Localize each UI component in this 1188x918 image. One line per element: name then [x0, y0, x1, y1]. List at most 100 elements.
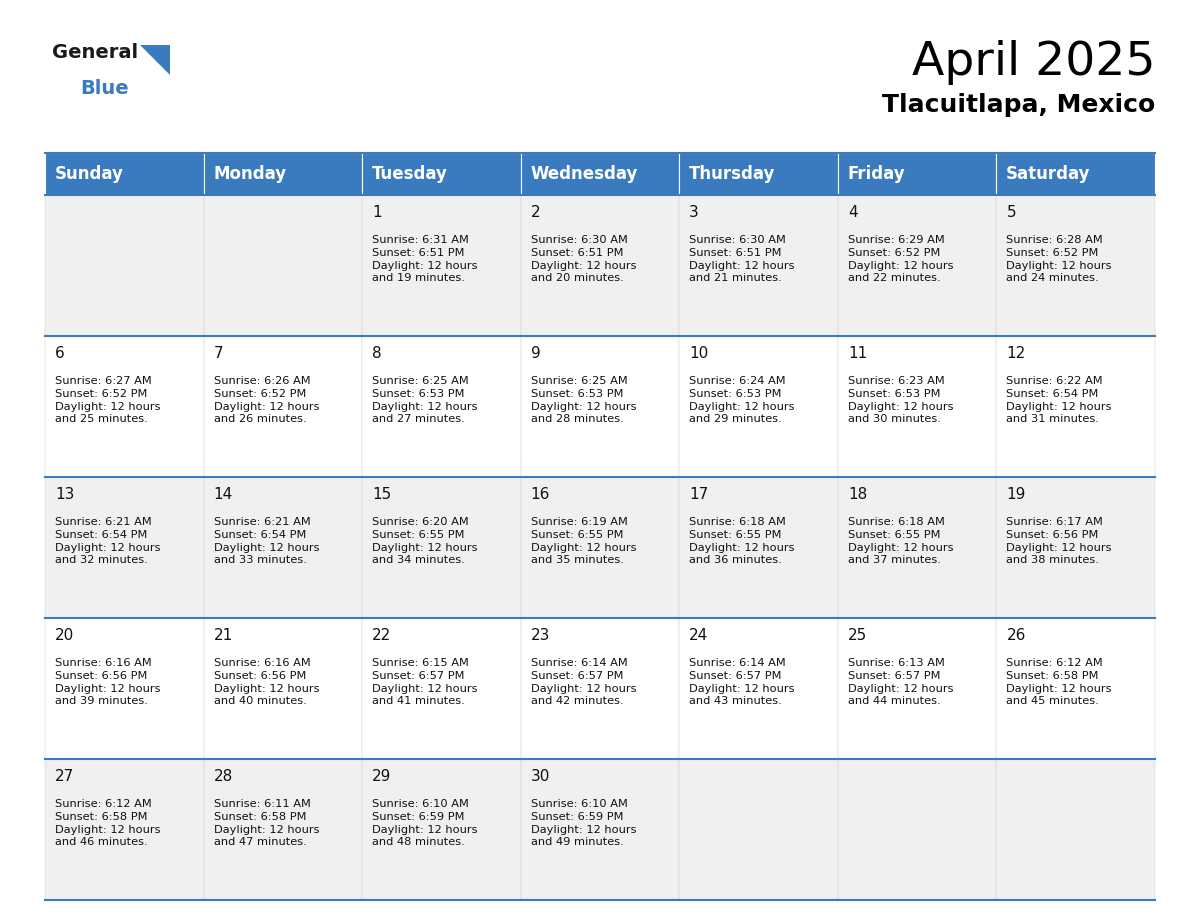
Text: Sunrise: 6:14 AM
Sunset: 6:57 PM
Daylight: 12 hours
and 43 minutes.: Sunrise: 6:14 AM Sunset: 6:57 PM Dayligh… — [689, 658, 795, 706]
Text: 8: 8 — [372, 346, 381, 361]
Bar — [680, 477, 838, 618]
Bar — [203, 195, 362, 336]
Text: 29: 29 — [372, 769, 392, 784]
Text: Sunrise: 6:14 AM
Sunset: 6:57 PM
Daylight: 12 hours
and 42 minutes.: Sunrise: 6:14 AM Sunset: 6:57 PM Dayligh… — [531, 658, 637, 706]
Text: 27: 27 — [55, 769, 74, 784]
Text: Sunrise: 6:23 AM
Sunset: 6:53 PM
Daylight: 12 hours
and 30 minutes.: Sunrise: 6:23 AM Sunset: 6:53 PM Dayligh… — [848, 376, 953, 424]
Bar — [362, 195, 520, 336]
Text: 25: 25 — [848, 628, 867, 643]
Text: 26: 26 — [1006, 628, 1025, 643]
Bar — [362, 153, 520, 195]
Text: Sunrise: 6:16 AM
Sunset: 6:56 PM
Daylight: 12 hours
and 40 minutes.: Sunrise: 6:16 AM Sunset: 6:56 PM Dayligh… — [214, 658, 320, 706]
Text: 23: 23 — [531, 628, 550, 643]
Text: 18: 18 — [848, 487, 867, 502]
Text: Sunrise: 6:31 AM
Sunset: 6:51 PM
Daylight: 12 hours
and 19 minutes.: Sunrise: 6:31 AM Sunset: 6:51 PM Dayligh… — [372, 235, 478, 284]
Text: Sunrise: 6:12 AM
Sunset: 6:58 PM
Daylight: 12 hours
and 45 minutes.: Sunrise: 6:12 AM Sunset: 6:58 PM Dayligh… — [1006, 658, 1112, 706]
Text: Friday: Friday — [847, 165, 905, 183]
Text: 20: 20 — [55, 628, 74, 643]
Text: Tuesday: Tuesday — [372, 165, 448, 183]
Bar — [520, 759, 680, 900]
Bar — [838, 195, 997, 336]
Text: Sunrise: 6:30 AM
Sunset: 6:51 PM
Daylight: 12 hours
and 20 minutes.: Sunrise: 6:30 AM Sunset: 6:51 PM Dayligh… — [531, 235, 637, 284]
Bar — [45, 195, 203, 336]
Bar — [362, 759, 520, 900]
Bar — [997, 153, 1155, 195]
Text: Sunrise: 6:21 AM
Sunset: 6:54 PM
Daylight: 12 hours
and 32 minutes.: Sunrise: 6:21 AM Sunset: 6:54 PM Dayligh… — [55, 517, 160, 565]
Bar — [45, 618, 203, 759]
Bar — [520, 153, 680, 195]
Text: Sunday: Sunday — [55, 165, 124, 183]
Text: 15: 15 — [372, 487, 391, 502]
Bar — [838, 153, 997, 195]
Bar — [997, 618, 1155, 759]
Text: Sunrise: 6:12 AM
Sunset: 6:58 PM
Daylight: 12 hours
and 46 minutes.: Sunrise: 6:12 AM Sunset: 6:58 PM Dayligh… — [55, 799, 160, 847]
Text: 1: 1 — [372, 205, 381, 220]
Bar — [45, 336, 203, 477]
Text: Monday: Monday — [213, 165, 286, 183]
Text: Sunrise: 6:15 AM
Sunset: 6:57 PM
Daylight: 12 hours
and 41 minutes.: Sunrise: 6:15 AM Sunset: 6:57 PM Dayligh… — [372, 658, 478, 706]
Bar — [997, 759, 1155, 900]
Text: April 2025: April 2025 — [911, 40, 1155, 85]
Bar — [362, 477, 520, 618]
Text: 5: 5 — [1006, 205, 1016, 220]
Text: 10: 10 — [689, 346, 708, 361]
Text: 2: 2 — [531, 205, 541, 220]
Text: Tlacuitlapa, Mexico: Tlacuitlapa, Mexico — [881, 93, 1155, 117]
Bar — [203, 336, 362, 477]
Bar — [838, 336, 997, 477]
Bar — [203, 759, 362, 900]
Bar — [45, 153, 203, 195]
Text: 17: 17 — [689, 487, 708, 502]
Bar — [838, 759, 997, 900]
Bar — [680, 336, 838, 477]
Bar — [203, 618, 362, 759]
Text: Sunrise: 6:11 AM
Sunset: 6:58 PM
Daylight: 12 hours
and 47 minutes.: Sunrise: 6:11 AM Sunset: 6:58 PM Dayligh… — [214, 799, 320, 847]
Bar — [997, 336, 1155, 477]
Bar — [203, 477, 362, 618]
Text: Sunrise: 6:10 AM
Sunset: 6:59 PM
Daylight: 12 hours
and 49 minutes.: Sunrise: 6:10 AM Sunset: 6:59 PM Dayligh… — [531, 799, 637, 847]
Bar — [45, 759, 203, 900]
Text: Sunrise: 6:28 AM
Sunset: 6:52 PM
Daylight: 12 hours
and 24 minutes.: Sunrise: 6:28 AM Sunset: 6:52 PM Dayligh… — [1006, 235, 1112, 284]
Text: Sunrise: 6:25 AM
Sunset: 6:53 PM
Daylight: 12 hours
and 28 minutes.: Sunrise: 6:25 AM Sunset: 6:53 PM Dayligh… — [531, 376, 637, 424]
Text: 21: 21 — [214, 628, 233, 643]
Text: Sunrise: 6:18 AM
Sunset: 6:55 PM
Daylight: 12 hours
and 36 minutes.: Sunrise: 6:18 AM Sunset: 6:55 PM Dayligh… — [689, 517, 795, 565]
Text: Sunrise: 6:30 AM
Sunset: 6:51 PM
Daylight: 12 hours
and 21 minutes.: Sunrise: 6:30 AM Sunset: 6:51 PM Dayligh… — [689, 235, 795, 284]
Polygon shape — [140, 45, 170, 75]
Text: 12: 12 — [1006, 346, 1025, 361]
Text: Wednesday: Wednesday — [530, 165, 638, 183]
Text: General: General — [52, 43, 138, 62]
Bar — [997, 195, 1155, 336]
Text: Sunrise: 6:17 AM
Sunset: 6:56 PM
Daylight: 12 hours
and 38 minutes.: Sunrise: 6:17 AM Sunset: 6:56 PM Dayligh… — [1006, 517, 1112, 565]
Text: Sunrise: 6:29 AM
Sunset: 6:52 PM
Daylight: 12 hours
and 22 minutes.: Sunrise: 6:29 AM Sunset: 6:52 PM Dayligh… — [848, 235, 953, 284]
Text: 19: 19 — [1006, 487, 1025, 502]
Text: 4: 4 — [848, 205, 858, 220]
Text: Sunrise: 6:27 AM
Sunset: 6:52 PM
Daylight: 12 hours
and 25 minutes.: Sunrise: 6:27 AM Sunset: 6:52 PM Dayligh… — [55, 376, 160, 424]
Text: 16: 16 — [531, 487, 550, 502]
Text: 9: 9 — [531, 346, 541, 361]
Bar — [520, 336, 680, 477]
Text: Sunrise: 6:25 AM
Sunset: 6:53 PM
Daylight: 12 hours
and 27 minutes.: Sunrise: 6:25 AM Sunset: 6:53 PM Dayligh… — [372, 376, 478, 424]
Text: Sunrise: 6:18 AM
Sunset: 6:55 PM
Daylight: 12 hours
and 37 minutes.: Sunrise: 6:18 AM Sunset: 6:55 PM Dayligh… — [848, 517, 953, 565]
Text: Sunrise: 6:13 AM
Sunset: 6:57 PM
Daylight: 12 hours
and 44 minutes.: Sunrise: 6:13 AM Sunset: 6:57 PM Dayligh… — [848, 658, 953, 706]
Text: Blue: Blue — [80, 79, 128, 98]
Bar — [997, 477, 1155, 618]
Text: 7: 7 — [214, 346, 223, 361]
Text: 28: 28 — [214, 769, 233, 784]
Bar — [680, 153, 838, 195]
Bar — [520, 195, 680, 336]
Text: Sunrise: 6:19 AM
Sunset: 6:55 PM
Daylight: 12 hours
and 35 minutes.: Sunrise: 6:19 AM Sunset: 6:55 PM Dayligh… — [531, 517, 637, 565]
Text: Sunrise: 6:21 AM
Sunset: 6:54 PM
Daylight: 12 hours
and 33 minutes.: Sunrise: 6:21 AM Sunset: 6:54 PM Dayligh… — [214, 517, 320, 565]
Text: Sunrise: 6:24 AM
Sunset: 6:53 PM
Daylight: 12 hours
and 29 minutes.: Sunrise: 6:24 AM Sunset: 6:53 PM Dayligh… — [689, 376, 795, 424]
Text: 22: 22 — [372, 628, 391, 643]
Text: 11: 11 — [848, 346, 867, 361]
Text: 6: 6 — [55, 346, 65, 361]
Text: Sunrise: 6:10 AM
Sunset: 6:59 PM
Daylight: 12 hours
and 48 minutes.: Sunrise: 6:10 AM Sunset: 6:59 PM Dayligh… — [372, 799, 478, 847]
Bar — [203, 153, 362, 195]
Bar — [838, 618, 997, 759]
Text: Sunrise: 6:16 AM
Sunset: 6:56 PM
Daylight: 12 hours
and 39 minutes.: Sunrise: 6:16 AM Sunset: 6:56 PM Dayligh… — [55, 658, 160, 706]
Bar — [520, 618, 680, 759]
Bar — [838, 477, 997, 618]
Bar — [680, 759, 838, 900]
Text: Sunrise: 6:20 AM
Sunset: 6:55 PM
Daylight: 12 hours
and 34 minutes.: Sunrise: 6:20 AM Sunset: 6:55 PM Dayligh… — [372, 517, 478, 565]
Text: 3: 3 — [689, 205, 699, 220]
